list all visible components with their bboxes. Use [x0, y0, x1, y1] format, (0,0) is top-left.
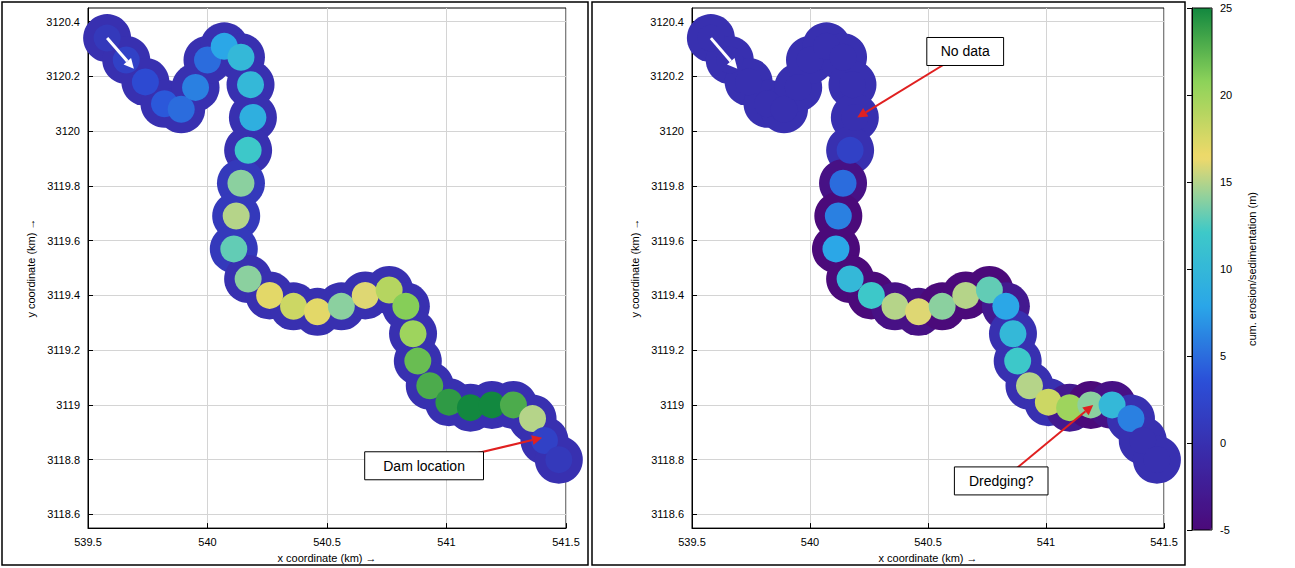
svg-text:3118.8: 3118.8 [47, 454, 80, 466]
svg-text:3119.2: 3119.2 [47, 344, 80, 356]
svg-text:540.5: 540.5 [313, 536, 341, 548]
svg-text:3119.6: 3119.6 [47, 235, 80, 247]
svg-text:No data: No data [941, 43, 990, 59]
svg-text:20: 20 [1220, 89, 1232, 101]
svg-text:3118.6: 3118.6 [47, 508, 80, 520]
svg-text:540: 540 [801, 536, 819, 548]
svg-text:541: 541 [1037, 536, 1055, 548]
svg-text:541.5: 541.5 [552, 536, 580, 548]
svg-text:539.5: 539.5 [678, 536, 706, 548]
svg-text:3120.2: 3120.2 [46, 70, 80, 82]
svg-text:x coordinate (km) →: x coordinate (km) → [878, 552, 977, 564]
svg-text:3119.6: 3119.6 [651, 235, 684, 247]
svg-text:10: 10 [1220, 263, 1232, 275]
svg-text:541.5: 541.5 [1150, 536, 1178, 548]
svg-text:3120.4: 3120.4 [650, 16, 684, 28]
svg-text:5: 5 [1220, 350, 1226, 362]
svg-text:3120.2: 3120.2 [650, 70, 684, 82]
svg-text:3118.6: 3118.6 [651, 508, 684, 520]
svg-text:3118.8: 3118.8 [651, 454, 684, 466]
svg-text:y coordinate (km) →: y coordinate (km) → [25, 219, 37, 318]
svg-text:Dredging?: Dredging? [969, 473, 1034, 489]
svg-text:540: 540 [198, 536, 216, 548]
svg-text:3119.8: 3119.8 [47, 180, 80, 192]
svg-text:3119.4: 3119.4 [47, 289, 80, 301]
svg-text:Dam location: Dam location [383, 458, 465, 474]
svg-text:0: 0 [1220, 437, 1226, 449]
svg-text:3119: 3119 [56, 399, 80, 411]
svg-text:3119: 3119 [660, 399, 684, 411]
svg-text:15: 15 [1220, 176, 1232, 188]
svg-text:3120.4: 3120.4 [46, 16, 80, 28]
svg-text:540.5: 540.5 [914, 536, 942, 548]
svg-text:y coordinate (km) →: y coordinate (km) → [629, 219, 641, 318]
svg-text:x coordinate (km) →: x coordinate (km) → [277, 552, 376, 564]
svg-text:539.5: 539.5 [74, 536, 102, 548]
svg-text:-5: -5 [1220, 524, 1230, 536]
svg-text:3120: 3120 [660, 125, 684, 137]
svg-text:cum. erosion/sedimentation (m): cum. erosion/sedimentation (m) [1246, 192, 1258, 346]
svg-text:3119.2: 3119.2 [651, 344, 684, 356]
svg-text:3120: 3120 [56, 125, 80, 137]
svg-text:25: 25 [1220, 2, 1232, 14]
svg-text:541: 541 [437, 536, 455, 548]
svg-text:3119.4: 3119.4 [651, 289, 684, 301]
svg-text:3119.8: 3119.8 [651, 180, 684, 192]
